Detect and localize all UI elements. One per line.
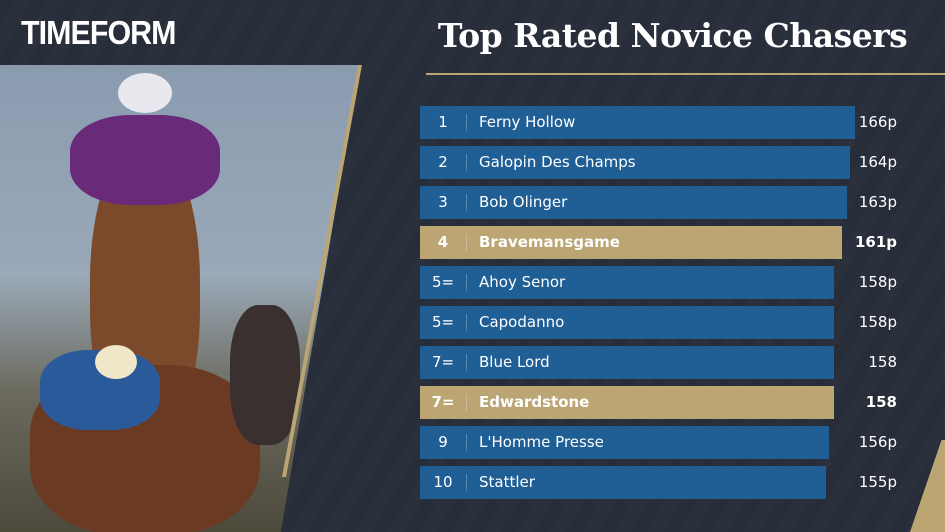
chart-row: 4 Bravemansgame 161p <box>420 226 900 259</box>
timeform-logo: TIMEFORM <box>21 14 176 51</box>
rating-bar <box>420 106 855 139</box>
rating-value: 164p <box>858 153 897 171</box>
separator <box>466 274 467 291</box>
rating-bar <box>420 146 850 179</box>
separator <box>466 234 467 251</box>
horse-name: Bravemansgame <box>479 233 620 251</box>
chart-row: 5= Capodanno 158p <box>420 306 900 339</box>
separator <box>466 354 467 371</box>
rating-bar <box>420 466 827 499</box>
separator <box>466 194 467 211</box>
rating-value: 156p <box>858 433 897 451</box>
rank-label: 3 <box>438 193 448 211</box>
rating-value: 163p <box>858 193 897 211</box>
rank-label: 4 <box>437 233 449 251</box>
rating-value: 166p <box>858 113 897 131</box>
rank-label: 10 <box>433 473 453 491</box>
chart-row: 7= Blue Lord 158 <box>420 346 900 379</box>
rating-bar <box>420 346 834 379</box>
separator <box>466 314 467 331</box>
chart-row: 2 Galopin Des Champs 164p <box>420 146 900 179</box>
rank-label: 5= <box>431 313 455 331</box>
rating-bar <box>420 186 848 219</box>
horse-name: L'Homme Presse <box>479 433 604 451</box>
rating-bar <box>420 426 829 459</box>
rank-label: 7= <box>431 353 455 371</box>
chart-row: 7= Edwardstone 158 <box>420 386 900 419</box>
separator <box>466 394 467 411</box>
rating-value: 158p <box>858 313 897 331</box>
rating-value: 161p <box>854 233 897 251</box>
rating-value: 158p <box>858 273 897 291</box>
rating-bar <box>420 306 834 339</box>
separator <box>466 434 467 451</box>
horse-racing-photo <box>0 65 360 532</box>
rank-label: 5= <box>431 273 455 291</box>
chart-row: 10 Stattler 155p <box>420 466 900 499</box>
rating-bar <box>420 386 834 419</box>
horse-name: Ferny Hollow <box>479 113 576 131</box>
chart-row: 9 L'Homme Presse 156p <box>420 426 900 459</box>
chart-row: 1 Ferny Hollow 166p <box>420 106 900 139</box>
rating-value: 158 <box>868 353 897 371</box>
rank-label: 9 <box>438 433 448 451</box>
chart-row: 5= Ahoy Senor 158p <box>420 266 900 299</box>
chart-row: 3 Bob Olinger 163p <box>420 186 900 219</box>
separator <box>466 474 467 491</box>
rank-label: 7= <box>431 393 455 411</box>
horse-name: Stattler <box>479 473 535 491</box>
separator <box>466 114 467 131</box>
rating-bar <box>420 266 834 299</box>
horse-name: Edwardstone <box>479 393 590 411</box>
page-title: Top Rated Novice Chasers <box>437 16 908 55</box>
horse-name: Capodanno <box>479 313 565 331</box>
rank-label: 1 <box>438 113 448 131</box>
gold-stripe-corner <box>910 440 945 532</box>
horse-name: Blue Lord <box>479 353 550 371</box>
rating-value: 158 <box>865 393 897 411</box>
horse-name: Ahoy Senor <box>479 273 566 291</box>
horse-name: Galopin Des Champs <box>479 153 636 171</box>
rating-value: 155p <box>858 473 897 491</box>
separator <box>466 154 467 171</box>
rank-label: 2 <box>438 153 448 171</box>
title-divider <box>426 73 945 75</box>
rating-bar <box>420 226 842 259</box>
horse-name: Bob Olinger <box>479 193 568 211</box>
